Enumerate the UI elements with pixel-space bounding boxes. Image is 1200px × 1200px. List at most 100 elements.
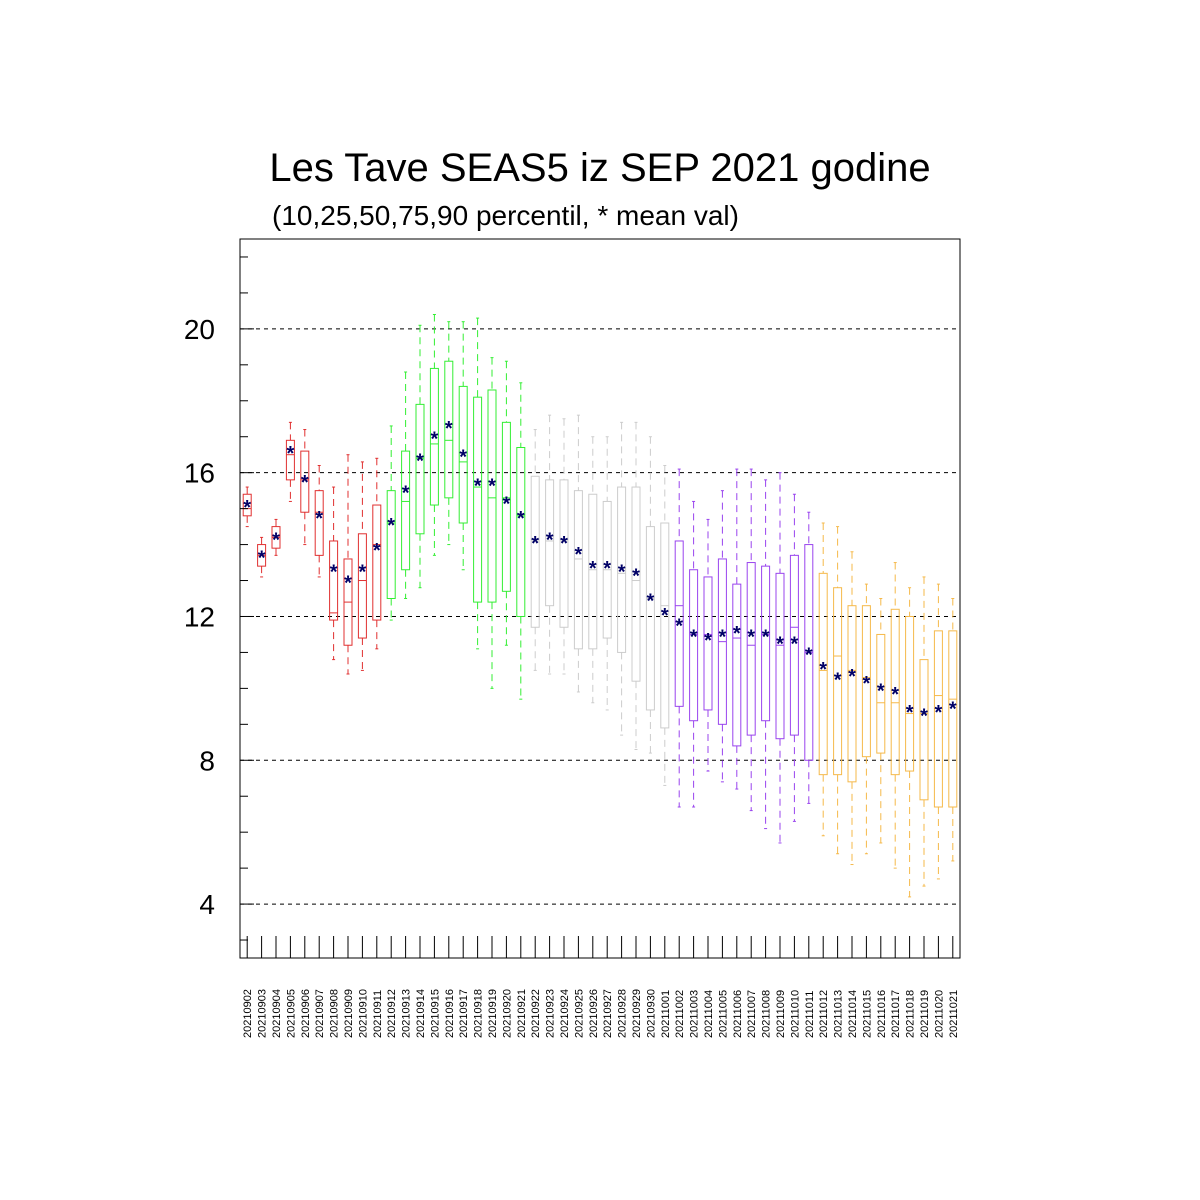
- x-tick-label: 20211009: [775, 990, 787, 1038]
- x-tick-label: 20210902: [242, 989, 254, 1038]
- mean-marker: *: [747, 626, 755, 648]
- x-tick-label: 20210930: [645, 989, 657, 1038]
- x-tick-label: 20210913: [401, 989, 413, 1038]
- x-tick-label: 20210918: [473, 989, 485, 1038]
- mean-marker: *: [661, 605, 669, 627]
- x-tick-label: 20210909: [343, 989, 355, 1038]
- mean-marker: *: [733, 623, 741, 645]
- mean-marker: *: [891, 684, 899, 706]
- x-tick-label: 20211013: [833, 990, 845, 1038]
- mean-marker: *: [387, 515, 395, 537]
- box: [429, 367, 439, 506]
- mean-marker: *: [431, 429, 439, 451]
- box: [559, 479, 569, 628]
- mean-marker: *: [704, 630, 712, 652]
- mean-marker: *: [258, 547, 266, 569]
- x-tick-label: 20210920: [501, 989, 513, 1038]
- x-tick-label: 20211012: [818, 990, 830, 1038]
- x-tick-label: 20211018: [905, 990, 917, 1038]
- x-tick-label: 20210912: [386, 989, 398, 1038]
- y-tick-label: 20: [184, 314, 215, 345]
- box: [545, 479, 555, 607]
- box: [818, 572, 828, 776]
- mean-marker: *: [517, 508, 525, 530]
- box: [314, 490, 324, 556]
- box: [732, 583, 742, 747]
- box: [761, 565, 771, 722]
- box: [660, 522, 670, 729]
- mean-marker: *: [575, 544, 583, 566]
- mean-marker: *: [647, 591, 655, 613]
- box: [516, 447, 526, 617]
- y-tick-label: 12: [184, 601, 215, 632]
- chart-title: Les Tave SEAS5 iz SEP 2021 godine: [269, 146, 931, 190]
- x-tick-label: 20211020: [933, 990, 945, 1038]
- x-tick-label: 20211001: [660, 990, 672, 1038]
- x-tick-label: 20210915: [429, 989, 441, 1038]
- x-tick-label: 20210927: [602, 989, 614, 1038]
- box: [833, 587, 843, 776]
- box: [415, 403, 425, 535]
- box: [948, 630, 958, 808]
- x-tick-label: 20211019: [919, 990, 931, 1038]
- box: [530, 475, 540, 628]
- x-tick-label: 20210919: [487, 989, 499, 1038]
- x-tick-label: 20211014: [847, 990, 859, 1038]
- mean-marker: *: [315, 508, 323, 530]
- box: [285, 439, 295, 481]
- box: [775, 572, 785, 740]
- mean-marker: *: [531, 533, 539, 555]
- box: [746, 562, 756, 736]
- mean-marker: *: [243, 497, 251, 519]
- box: [588, 493, 598, 650]
- x-tick-label: 20211005: [717, 990, 729, 1038]
- mean-marker: *: [546, 529, 554, 551]
- box: [689, 569, 699, 722]
- x-tick-label: 20211016: [876, 990, 888, 1038]
- x-tick-label: 20210928: [617, 989, 629, 1038]
- x-tick-label: 20210910: [357, 989, 369, 1038]
- x-tick-label: 20211015: [861, 990, 873, 1038]
- x-tick-label: 20210917: [458, 989, 470, 1038]
- x-tick-label: 20210923: [545, 989, 557, 1038]
- x-tick-label: 20210914: [415, 989, 427, 1038]
- box: [789, 554, 799, 736]
- box: [905, 615, 915, 772]
- x-tick-label: 20210907: [314, 989, 326, 1038]
- mean-marker: *: [675, 616, 683, 638]
- x-tick-label: 20211010: [789, 990, 801, 1038]
- x-tick-label: 20210911: [372, 990, 384, 1038]
- box: [372, 504, 382, 621]
- x-tick-label: 20211021: [948, 990, 960, 1038]
- box: [890, 608, 900, 776]
- x-tick-label: 20210904: [271, 989, 283, 1038]
- mean-marker: *: [373, 540, 381, 562]
- plot-frame: [239, 238, 961, 959]
- x-tick-label: 20211003: [689, 990, 701, 1038]
- x-tick-label: 20210926: [588, 989, 600, 1038]
- mean-marker: *: [330, 562, 338, 584]
- box: [473, 396, 483, 603]
- chart-subtitle: (10,25,50,75,90 percentil, * mean val): [272, 200, 739, 231]
- box: [300, 450, 310, 513]
- box: [401, 450, 411, 571]
- box: [573, 490, 583, 650]
- x-tick-label: 20210924: [559, 989, 571, 1038]
- y-tick-label: 4: [199, 889, 215, 920]
- y-tick-label: 16: [184, 458, 215, 489]
- mean-marker: *: [445, 418, 453, 440]
- x-tick-label: 20211011: [804, 991, 816, 1038]
- mean-marker: *: [272, 529, 280, 551]
- box: [631, 486, 641, 682]
- x-tick-label: 20211002: [674, 990, 686, 1038]
- box: [919, 659, 929, 801]
- mean-marker: *: [287, 443, 295, 465]
- x-tick-label: 20210921: [516, 989, 528, 1038]
- box: [861, 605, 871, 758]
- mean-marker: *: [459, 447, 467, 469]
- box: [617, 486, 627, 653]
- mean-marker: *: [805, 644, 813, 666]
- mean-marker: *: [920, 706, 928, 728]
- x-tick-label: 20210916: [444, 989, 456, 1038]
